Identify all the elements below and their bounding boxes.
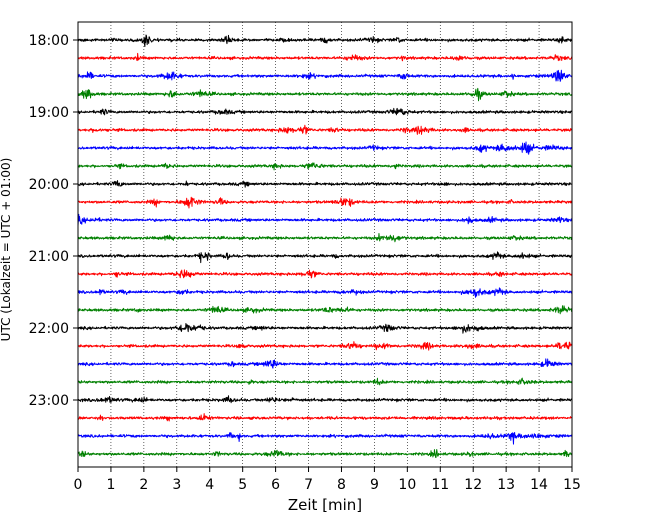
x-tick-label: 14 [530, 477, 548, 493]
seismic-trace-2145 [77, 305, 573, 315]
seismic-trace-1900 [77, 107, 573, 116]
y-tick-label: 20:00 [29, 177, 69, 193]
y-tick-label: 23:00 [29, 393, 69, 409]
seismic-trace-2300 [77, 395, 573, 404]
seismic-trace-2245 [77, 377, 573, 386]
x-tick-label: 6 [271, 477, 280, 493]
seismic-trace-2345 [77, 449, 573, 459]
seismic-trace-1830 [77, 69, 573, 82]
y-axis-title: UTC (Lokalzeit = UTC + 01:00) [0, 158, 13, 342]
seismic-trace-1800 [77, 34, 573, 47]
x-tick-label: 7 [304, 477, 313, 493]
x-tick-label: 5 [238, 477, 247, 493]
seismic-trace-1945 [77, 162, 573, 171]
x-tick-label: 9 [370, 477, 379, 493]
x-tick-label: 13 [497, 477, 515, 493]
plot-frame [77, 21, 573, 468]
x-tick-label: 2 [139, 477, 148, 493]
seismic-trace-1915 [77, 124, 573, 135]
trace-layer [77, 34, 573, 459]
seismic-trace-2000 [77, 180, 573, 188]
y-tick-label: 21:00 [29, 249, 69, 265]
seismic-trace-2215 [77, 341, 573, 351]
seismic-trace-2130 [77, 287, 573, 298]
seismic-trace-2330 [77, 432, 573, 445]
seismic-trace-1815 [77, 52, 573, 62]
seismic-trace-2200 [77, 322, 573, 334]
seismic-trace-2230 [77, 358, 573, 369]
x-tick-label: 10 [398, 477, 416, 493]
seismic-trace-2045 [77, 233, 573, 243]
seismic-trace-1930 [77, 141, 573, 155]
x-tick-label: 15 [563, 477, 581, 493]
x-tick-label: 3 [172, 477, 181, 493]
seismic-trace-2015 [77, 196, 573, 209]
seismic-trace-2100 [77, 251, 573, 264]
grid-lines [110, 22, 540, 467]
seismic-trace-2315 [77, 413, 573, 422]
x-tick-label: 11 [431, 477, 449, 493]
y-tick-label: 22:00 [29, 321, 69, 337]
x-tick-label: 12 [464, 477, 482, 493]
seismic-trace-2115 [77, 269, 573, 279]
x-tick-label: 1 [106, 477, 115, 493]
y-tick-label: 19:00 [29, 105, 69, 121]
x-tick-label: 8 [337, 477, 346, 493]
seismic-trace-2030 [77, 213, 573, 227]
seismic-trace-1845 [77, 87, 573, 102]
x-axis-ticks: 0 1 2 3 4 5 6 7 8 9 10 11 12 13 14 15 [74, 467, 581, 493]
x-tick-label: 4 [205, 477, 214, 493]
y-axis-ticks: 18:00 19:00 20:00 21:00 22:00 23:00 [29, 33, 78, 409]
x-axis-title: Zeit [min] [288, 496, 362, 514]
y-tick-label: 18:00 [29, 33, 69, 49]
x-tick-label: 0 [74, 477, 83, 493]
